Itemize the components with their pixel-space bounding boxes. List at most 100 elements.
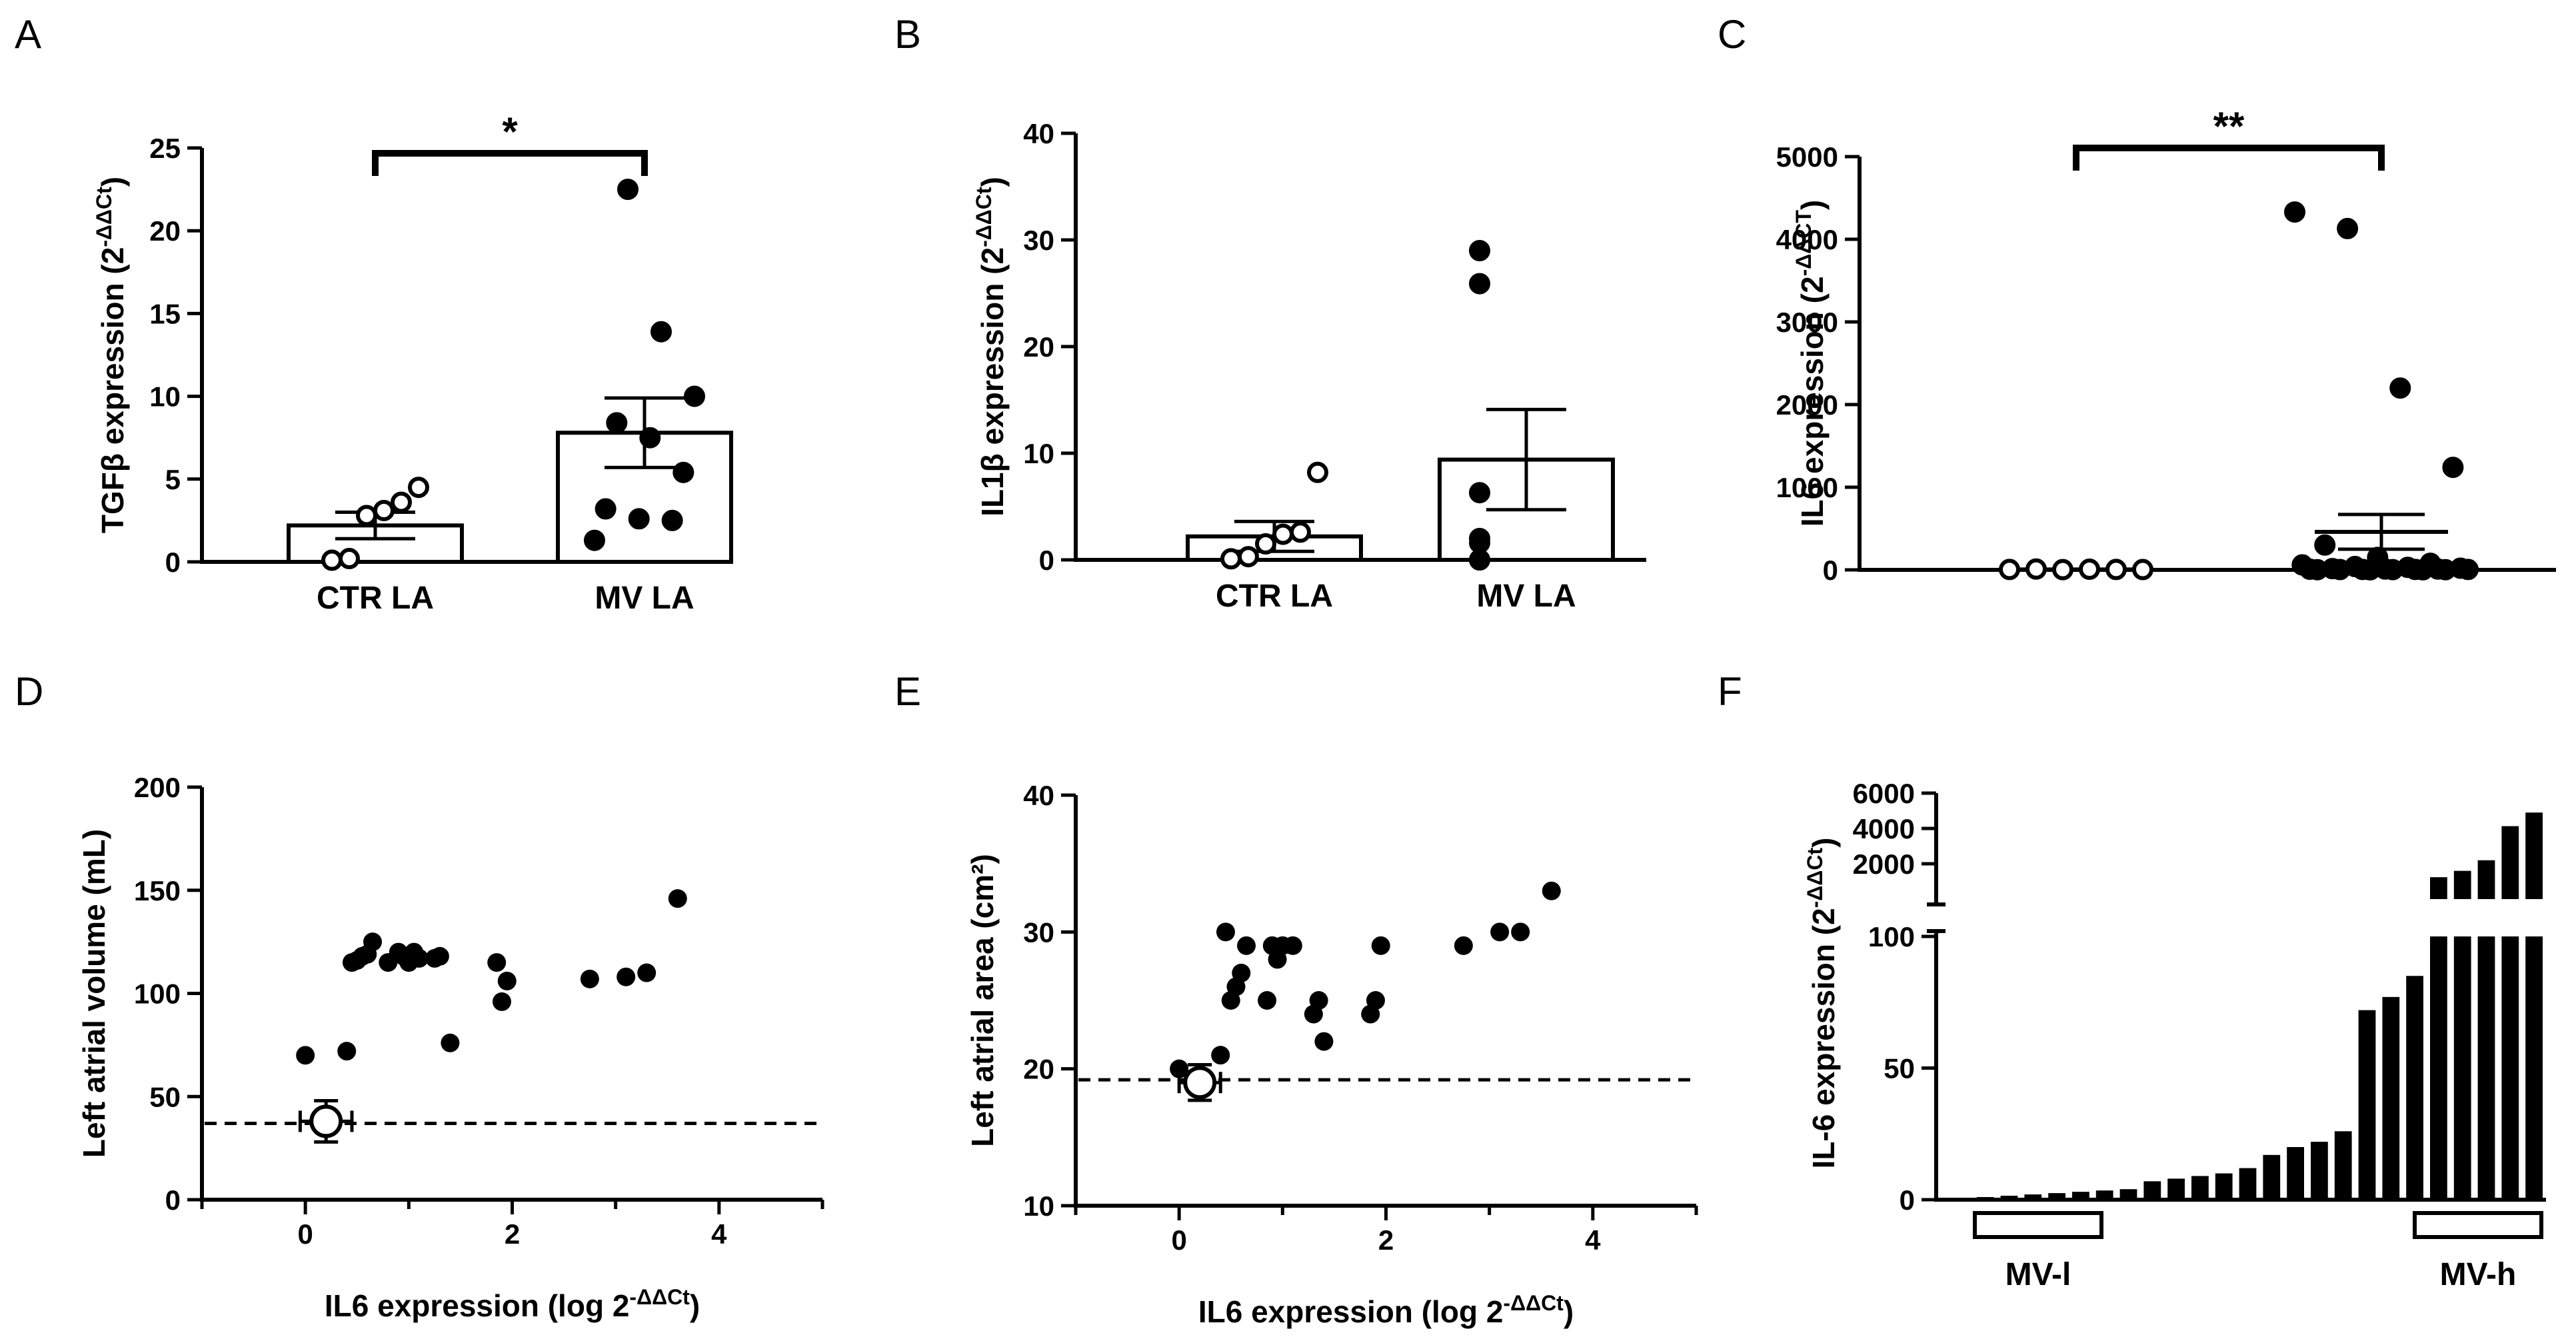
data-point xyxy=(2079,559,2100,581)
data-point xyxy=(2105,559,2127,581)
y-tick-label: 0 xyxy=(1900,1184,1915,1216)
y-axis-label: IL-6 expression (2-ΔΔCt) xyxy=(1803,838,1841,1169)
x-tick-label: 2 xyxy=(505,1218,520,1250)
bar xyxy=(2263,1154,2281,1200)
data-point xyxy=(1542,881,1561,900)
panel-c-chart: 0 1000 2000 3000 4000 5000 IL6 expression (2-Δ… xyxy=(1776,104,2556,586)
y-tick-label: 30 xyxy=(1023,225,1054,256)
panel-f-chart: 0 50 100 2000 4000 6000 IL-6 expression (2-ΔΔC… xyxy=(1803,778,2546,1292)
data-point xyxy=(2337,217,2359,239)
significance-bracket xyxy=(372,150,648,176)
bar-lower-segment xyxy=(2453,936,2471,1200)
y-tick-label: 4000 xyxy=(1776,224,1838,255)
data-point xyxy=(1309,991,1328,1010)
x-tick-label: 0 xyxy=(297,1218,313,1250)
bar xyxy=(2143,1181,2161,1200)
data-point xyxy=(1216,922,1235,942)
bar xyxy=(2334,1131,2352,1200)
group-box-mv-l xyxy=(1973,1211,2103,1239)
bar xyxy=(2191,1176,2209,1200)
data-point xyxy=(2381,559,2403,581)
bar xyxy=(1953,1198,1970,1202)
bar xyxy=(2095,1190,2113,1200)
y-tick-label: 20 xyxy=(1023,331,1054,363)
bar xyxy=(2024,1194,2042,1200)
data-point xyxy=(1490,922,1510,942)
bar xyxy=(2382,996,2400,1200)
significance-bracket xyxy=(2073,145,2385,171)
data-point xyxy=(672,461,694,483)
data-point xyxy=(1371,936,1390,955)
y-tick-label: 5000 xyxy=(1776,141,1838,173)
panel-label-e: E xyxy=(894,669,921,714)
y-axis-label: Left atrial area (cm²) xyxy=(965,854,1000,1147)
data-point xyxy=(2435,559,2457,581)
data-point xyxy=(441,1033,460,1052)
data-point xyxy=(1469,240,1490,261)
y-tick-label: 200 xyxy=(134,772,181,803)
data-point xyxy=(1454,936,1473,955)
data-point xyxy=(363,932,383,952)
panel-b-chart: 0 10 20 30 40 IL1β expression (2-ΔΔCt) CTR LA M… xyxy=(972,118,1646,614)
y-tick-label: 10 xyxy=(1023,438,1054,469)
x-axis-label: IL6 expression (log 2-ΔΔCt) xyxy=(1198,1291,1574,1329)
y-axis-label: TGFβ expression (2-ΔΔCt) xyxy=(92,177,130,533)
bar-lower-segment xyxy=(2525,936,2543,1200)
category-label: CTR LA xyxy=(1216,579,1333,614)
data-point xyxy=(1170,1059,1189,1078)
control-point xyxy=(309,1104,343,1138)
x-tick-label: 2 xyxy=(1378,1224,1394,1256)
control-point xyxy=(1183,1066,1217,1100)
y-tick-label: 1000 xyxy=(1776,472,1838,503)
data-point xyxy=(2052,559,2073,581)
panel-label-d: D xyxy=(15,669,43,714)
panel-label-b: B xyxy=(894,12,921,57)
data-point xyxy=(1211,1046,1230,1065)
y-tick-label: 50 xyxy=(149,1081,181,1112)
data-point xyxy=(2359,559,2381,581)
data-point xyxy=(2132,559,2153,581)
data-point xyxy=(1469,482,1490,504)
bar-upper-segment xyxy=(2453,870,2471,899)
data-point xyxy=(1255,533,1276,555)
data-point xyxy=(497,971,517,990)
data-point xyxy=(1272,523,1294,545)
y-tick-label: 25 xyxy=(149,133,181,164)
panel-e-chart: 10 20 30 40 0 2 4 IL6 expression (log 2-ΔΔCt) Le… xyxy=(965,780,1698,1329)
data-point xyxy=(1469,273,1490,295)
data-point xyxy=(1238,546,1259,568)
bar xyxy=(2048,1193,2065,1200)
data-point xyxy=(1232,963,1251,982)
bar xyxy=(2167,1178,2185,1200)
y-tick-label: 15 xyxy=(149,298,181,329)
y-tick-label: 5 xyxy=(165,464,181,495)
y-tick-label: 40 xyxy=(1023,118,1054,149)
data-point xyxy=(2412,559,2434,581)
data-point xyxy=(684,385,705,407)
data-point xyxy=(296,1046,315,1065)
panel-d-chart: 0 50 100 150 200 0 2 4 IL6 expression (log 2-ΔΔC… xyxy=(77,772,824,1323)
bar-upper-segment xyxy=(2525,812,2543,899)
x-tick-label: 4 xyxy=(711,1218,727,1250)
y-tick-label: 6000 xyxy=(1853,778,1915,809)
bar-upper-segment xyxy=(2477,860,2495,899)
data-point xyxy=(487,953,507,972)
data-point xyxy=(639,427,661,449)
bar xyxy=(1976,1197,1994,1200)
data-point xyxy=(1307,461,1328,483)
bar xyxy=(2215,1173,2233,1200)
x-axis-label: IL6 expression (log 2-ΔΔCt) xyxy=(325,1285,700,1323)
y-axis-label: IL6 expression (2-ΔΔCT) xyxy=(1792,200,1830,527)
data-point xyxy=(1511,922,1530,942)
data-point xyxy=(661,509,683,531)
category-label: CTR LA xyxy=(317,581,434,616)
data-point xyxy=(2457,559,2479,581)
axes xyxy=(200,787,822,1202)
category-label: MV LA xyxy=(1476,579,1576,614)
bar xyxy=(2311,1142,2328,1200)
data-point xyxy=(1258,991,1277,1010)
y-tick-label: 50 xyxy=(1884,1053,1915,1084)
group-box-mv-h xyxy=(2413,1211,2543,1239)
data-point xyxy=(356,505,377,527)
data-point xyxy=(1237,936,1256,955)
